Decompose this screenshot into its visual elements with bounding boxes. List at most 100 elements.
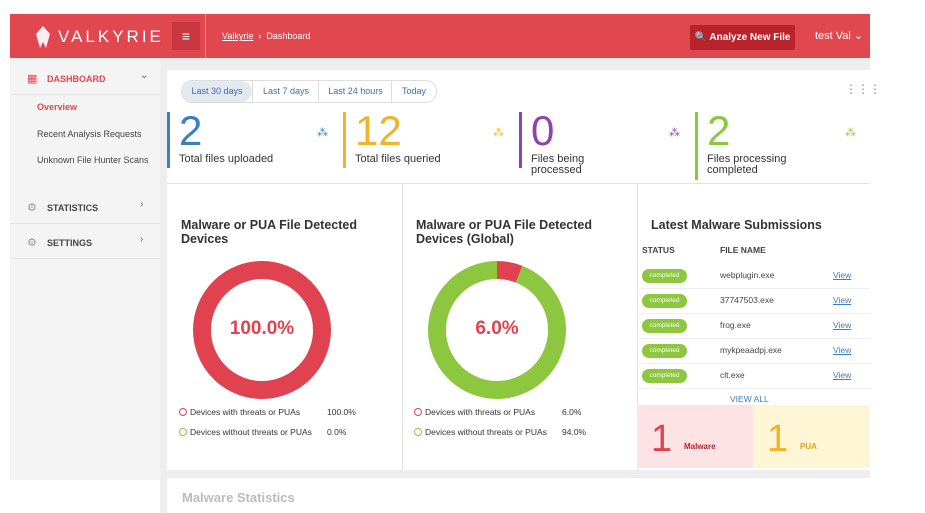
count-label: Malware xyxy=(684,442,716,451)
row-line xyxy=(637,338,870,339)
divider xyxy=(167,183,870,184)
donut-chart xyxy=(428,261,566,399)
legend-value: 0.0% xyxy=(327,427,347,437)
sidebar-item[interactable]: Unknown File Hunter Scans xyxy=(37,155,149,165)
donut-center: 100.0% xyxy=(229,318,295,339)
sidebar xyxy=(10,58,160,480)
stat-label: Files being processed xyxy=(531,153,585,176)
chevron: ⌄ xyxy=(140,70,149,81)
user-menu[interactable]: test Val ⌄ xyxy=(815,30,864,42)
status-pill: completed xyxy=(642,344,687,358)
view-link[interactable]: View xyxy=(833,370,852,380)
divider xyxy=(402,184,403,470)
file-name: frog.exe xyxy=(720,320,751,330)
legend-label: Devices without threats or PUAs xyxy=(190,427,312,437)
sidebar-icon: ⚙ xyxy=(27,237,37,249)
view-link[interactable]: View xyxy=(833,270,852,280)
range-tab[interactable]: Today xyxy=(391,81,436,102)
chevron: › xyxy=(140,199,144,210)
view-link[interactable]: View xyxy=(833,320,852,330)
legend-value: 6.0% xyxy=(562,407,582,417)
legend-marker xyxy=(179,408,187,416)
stat-value: 2 xyxy=(707,107,731,154)
view-link[interactable]: View xyxy=(833,295,852,305)
tab-group xyxy=(181,80,437,103)
panel-title: Latest Malware Submissions xyxy=(651,218,822,232)
range-tab[interactable]: Last 7 days xyxy=(252,81,319,102)
donut-chart xyxy=(193,261,331,399)
row-line xyxy=(637,363,870,364)
analyze-button[interactable]: 🔍 Analyze New File xyxy=(690,25,795,50)
row-line xyxy=(637,388,870,389)
status-pill: completed xyxy=(642,269,687,283)
stat-accent xyxy=(167,112,170,168)
stat-icon: ⁂ xyxy=(317,127,328,139)
legend-label: Devices with threats or PUAs xyxy=(425,407,536,417)
logo xyxy=(36,26,50,48)
bottom-panel xyxy=(167,478,870,513)
stat-icon: ⁂ xyxy=(669,127,680,139)
file-name: 37747503.exe xyxy=(720,295,774,305)
stat-value: 12 xyxy=(355,107,402,154)
separator xyxy=(10,258,160,259)
donut-inner-ring xyxy=(211,279,313,381)
legend-marker xyxy=(179,428,187,436)
sidebar-item[interactable]: Overview xyxy=(37,102,78,112)
range-tab[interactable]: Last 24 hours xyxy=(318,81,392,102)
stat-value: 2 xyxy=(179,107,203,154)
sidebar-section[interactable]: STATISTICS xyxy=(47,203,99,213)
donut-segment xyxy=(428,261,566,399)
chevron: › xyxy=(140,234,144,245)
row-line xyxy=(637,288,870,289)
row-line xyxy=(637,313,870,314)
sidebar-item[interactable]: Recent Analysis Requests xyxy=(37,128,142,139)
menu-button[interactable]: ≡ xyxy=(172,22,200,50)
separator xyxy=(10,94,160,95)
legend-value: 94.0% xyxy=(562,427,587,437)
stat-accent xyxy=(695,112,698,180)
panel-title: Malware or PUA File Detected Devices xyxy=(181,218,357,246)
legend-marker xyxy=(414,428,422,436)
divider xyxy=(205,14,206,58)
panel-title: Malware or PUA File Detected Devices (Gl… xyxy=(416,218,592,246)
stat-icon: ⁂ xyxy=(845,127,856,139)
view-all[interactable]: VIEW ALL xyxy=(730,394,769,404)
file-name: clt.exe xyxy=(720,370,745,380)
brand: VALKYRIE xyxy=(58,27,164,46)
count-label: PUA xyxy=(800,442,817,451)
legend-label: Devices without threats or PUAs xyxy=(425,427,547,437)
range-tab[interactable]: Last 30 days xyxy=(182,81,252,102)
column-header: FILE NAME xyxy=(720,245,766,255)
stat-accent xyxy=(343,112,346,168)
stat-label: Total files uploaded xyxy=(179,153,274,165)
bottom-panel-title: Malware Statistics xyxy=(182,490,295,505)
legend-marker xyxy=(414,408,422,416)
donut-center: 6.0% xyxy=(475,318,519,339)
stat-icon: ⁂ xyxy=(493,127,504,139)
sidebar-icon: ⚙ xyxy=(27,202,37,214)
breadcrumb-link[interactable]: Valkyrie xyxy=(222,31,254,41)
sidebar-section[interactable]: DASHBOARD xyxy=(47,74,106,84)
file-name: mykpeaadpj.exe xyxy=(720,345,782,355)
analyze-label: Analyze New File xyxy=(709,32,791,43)
status-pill: completed xyxy=(642,294,687,308)
status-pill: completed xyxy=(642,369,687,383)
status-pill: completed xyxy=(642,319,687,333)
separator xyxy=(10,223,160,224)
breadcrumb: Valkyrie › Dashboard xyxy=(222,31,311,41)
stat-value: 0 xyxy=(531,107,555,154)
column-header: STATUS xyxy=(642,245,675,255)
stat-accent xyxy=(519,112,522,168)
donut-inner-ring xyxy=(446,279,548,381)
donut-segment xyxy=(193,261,331,399)
legend-value: 100.0% xyxy=(327,407,356,417)
legend-label: Devices with threats or PUAs xyxy=(190,407,301,417)
grid-icon[interactable]: ⋮⋮⋮ xyxy=(845,82,881,96)
view-link[interactable]: View xyxy=(833,345,852,355)
sidebar-section[interactable]: SETTINGS xyxy=(47,238,93,248)
file-name: webplugin.exe xyxy=(720,270,775,280)
user-name: test Val xyxy=(815,30,851,42)
breadcrumb-current: Dashboard xyxy=(266,31,311,41)
